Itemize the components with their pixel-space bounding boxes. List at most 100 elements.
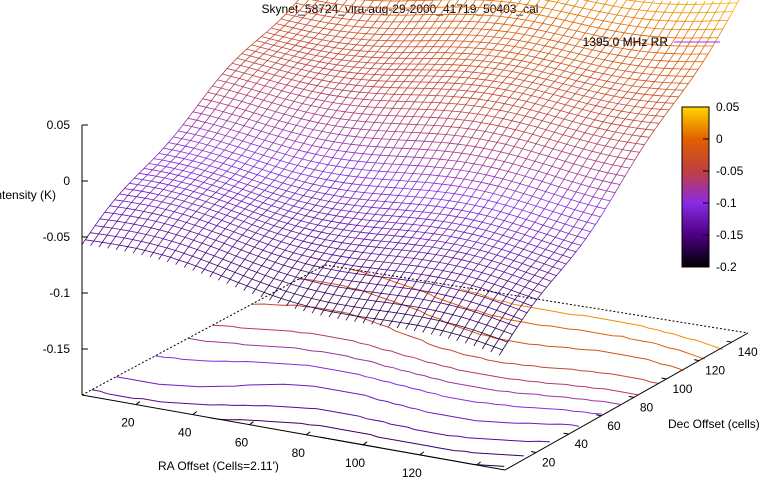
surface-segment	[168, 238, 174, 246]
surface-segment	[474, 105, 483, 108]
surface-segment	[541, 90, 547, 97]
surface-segment	[289, 198, 299, 202]
surface-segment	[480, 294, 487, 303]
surface-segment	[352, 127, 361, 130]
surface-segment	[297, 67, 304, 74]
surface-segment	[262, 64, 272, 68]
surface-segment	[473, 337, 480, 347]
surface-segment	[291, 131, 301, 135]
surface-segment	[204, 268, 214, 273]
surface-segment	[370, 273, 376, 282]
surface-segment	[280, 262, 286, 270]
surface-segment	[463, 231, 473, 235]
surface-segment	[461, 324, 467, 333]
surface-segment	[467, 239, 477, 243]
surface-segment	[590, 168, 600, 172]
surface-segment	[428, 195, 435, 204]
surface-segment	[128, 200, 134, 207]
surface-segment	[114, 204, 121, 212]
surface-segment	[291, 85, 298, 92]
surface-segment	[699, 1, 706, 11]
surface-segment	[477, 278, 486, 282]
surface-segment	[330, 81, 340, 84]
surface-segment	[577, 242, 583, 250]
surface-segment	[351, 143, 360, 146]
surface-segment	[338, 58, 344, 64]
surface-segment	[247, 229, 256, 234]
surface-segment	[478, 263, 488, 267]
surface-segment	[184, 206, 190, 213]
surface-segment	[324, 56, 334, 59]
surface-segment	[481, 181, 490, 185]
surface-segment	[686, 9, 692, 19]
surface-segment	[271, 157, 281, 161]
y-tick	[563, 432, 569, 435]
surface-segment	[294, 55, 303, 59]
surface-segment	[583, 101, 590, 108]
surface-segment	[238, 282, 248, 287]
surface-segment	[192, 166, 199, 172]
surface-segment	[371, 99, 381, 101]
surface-segment	[263, 58, 270, 64]
surface-segment	[527, 148, 534, 157]
surface-segment	[359, 298, 368, 301]
surface-segment	[524, 80, 533, 83]
surface-segment	[633, 71, 643, 74]
surface-segment	[382, 128, 389, 137]
surface-segment	[110, 243, 120, 246]
surface-segment	[403, 236, 412, 238]
surface-segment	[338, 240, 345, 247]
surface-segment	[157, 169, 163, 175]
surface-segment	[576, 130, 586, 134]
surface-segment	[437, 191, 446, 193]
surface-segment	[266, 163, 276, 167]
surface-segment	[409, 25, 416, 33]
surface-segment	[380, 212, 386, 220]
surface-segment	[349, 257, 359, 260]
surface-segment	[626, 104, 635, 107]
surface-segment	[558, 246, 568, 250]
surface-segment	[428, 56, 434, 63]
surface-segment	[160, 146, 166, 152]
surface-segment	[446, 44, 453, 52]
surface-segment	[370, 267, 379, 270]
surface-segment	[449, 149, 456, 158]
surface-segment	[387, 73, 394, 80]
surface-segment	[264, 235, 273, 240]
surface-segment	[278, 45, 284, 51]
surface-segment	[285, 160, 291, 168]
surface-segment	[360, 184, 370, 187]
surface-segment	[616, 69, 626, 72]
surface-segment	[523, 302, 533, 307]
surface-segment	[474, 19, 481, 27]
surface-segment	[620, 82, 626, 89]
surface-segment	[420, 189, 429, 191]
y-tick	[628, 395, 634, 398]
surface-segment	[582, 236, 588, 244]
surface-segment	[444, 212, 451, 220]
surface-segment	[294, 238, 304, 242]
surface-segment	[725, 0, 731, 10]
surface-segment	[220, 193, 227, 199]
surface-segment	[711, 9, 718, 19]
surface-segment	[467, 187, 477, 190]
surface-segment	[413, 173, 422, 175]
surface-segment	[555, 176, 565, 180]
surface-segment	[282, 280, 292, 285]
surface-segment	[370, 68, 380, 70]
surface-segment	[645, 85, 652, 93]
surface-segment	[569, 119, 575, 127]
surface-segment	[285, 58, 292, 64]
surface-segment	[310, 105, 320, 108]
surface-segment	[511, 237, 521, 242]
surface-segment	[216, 225, 226, 230]
surface-segment	[631, 150, 640, 153]
surface-segment	[595, 105, 605, 109]
surface-segment	[352, 189, 358, 197]
surface-segment	[391, 320, 401, 323]
surface-segment	[431, 18, 438, 27]
surface-segment	[281, 241, 290, 245]
surface-segment	[648, 106, 654, 114]
surface-segment	[675, 43, 681, 52]
surface-segment	[500, 263, 510, 267]
